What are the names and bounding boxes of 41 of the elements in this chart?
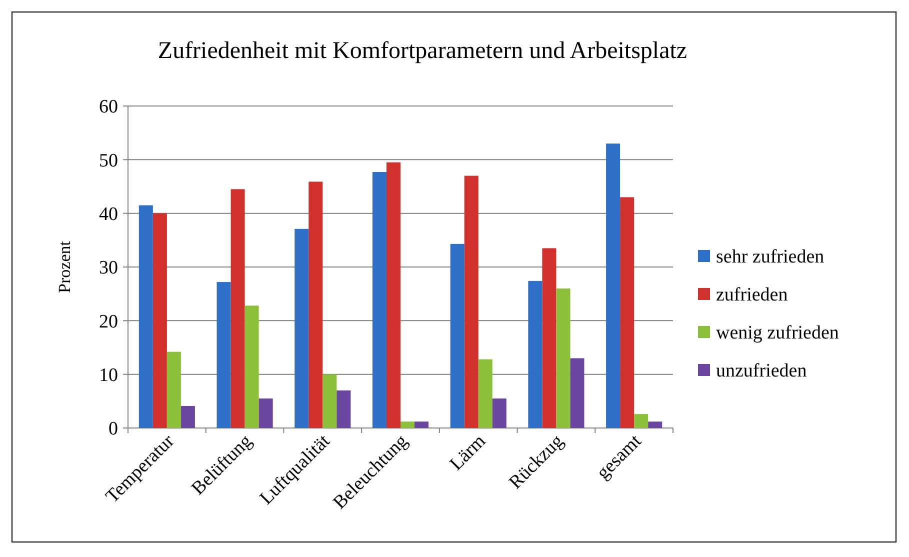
bar [570, 358, 584, 428]
bar [166, 352, 181, 428]
bar [620, 197, 634, 428]
bar [308, 182, 323, 428]
y-tick-label: 0 [108, 418, 118, 440]
bar [152, 213, 167, 428]
legend-label: unzufrieden [716, 360, 808, 382]
bar [244, 306, 259, 428]
bar [492, 398, 506, 428]
legend-label: sehr zufrieden [716, 246, 825, 268]
y-tick-label: 30 [99, 258, 118, 279]
chart-title: Zufriedenheit mit Komfortparametern und Arbeitsplatz [158, 38, 688, 64]
bar [230, 189, 245, 428]
legend-label: wenig zufrieden [716, 322, 840, 344]
bar [294, 228, 309, 428]
y-tick-label: 40 [99, 204, 118, 225]
bar [336, 390, 351, 428]
y-tick-label: 20 [99, 311, 118, 332]
bar [386, 162, 400, 428]
bar [138, 205, 153, 428]
bar [450, 244, 464, 428]
bar [606, 144, 620, 428]
bar [478, 359, 492, 428]
bar [216, 282, 231, 428]
bar [648, 422, 662, 428]
y-tick-label: 10 [99, 364, 118, 386]
bar [414, 422, 429, 428]
bar [180, 406, 195, 428]
y-axis-title: Prozent [55, 240, 74, 293]
y-tick-label: 50 [99, 150, 118, 172]
bar [258, 398, 273, 428]
bar [556, 288, 570, 428]
bar [400, 422, 415, 428]
bar [528, 280, 542, 428]
bar [372, 172, 386, 428]
bar [634, 414, 648, 428]
bar [322, 374, 337, 428]
bar [542, 248, 556, 428]
bar [464, 176, 478, 428]
y-tick-label: 60 [99, 96, 118, 118]
legend-label: zufrieden [716, 284, 788, 306]
